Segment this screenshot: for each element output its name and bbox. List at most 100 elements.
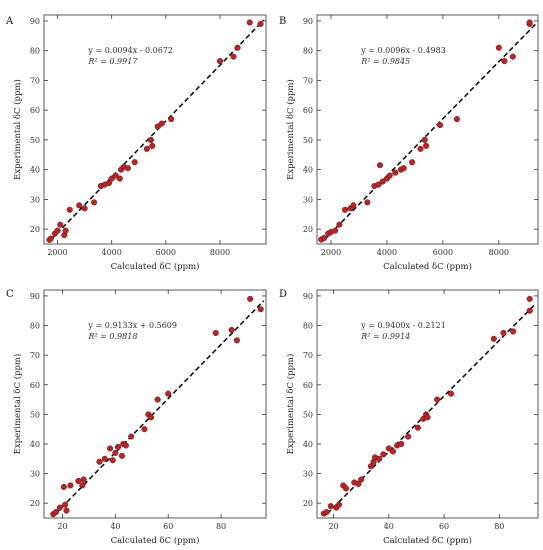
data-point (447, 390, 455, 397)
data-point (375, 181, 382, 188)
x-tick-label: 80 (494, 522, 504, 531)
y-tick-label: 30 (303, 195, 313, 204)
data-point (131, 159, 138, 166)
x-tick-label: 80 (216, 522, 226, 531)
data-point (405, 433, 412, 440)
data-point (168, 116, 175, 123)
x-tick-label: 2000 (47, 248, 67, 257)
data-point (154, 123, 161, 130)
data-point (380, 451, 387, 458)
data-point (355, 480, 362, 487)
y-tick-label: 20 (303, 499, 313, 508)
fit-equation: y = 0.9400x - 0.2121 (360, 321, 446, 330)
fit-equation: y = 0.0094x - 0.0672 (87, 46, 173, 55)
data-point (510, 328, 517, 335)
data-point (109, 457, 116, 464)
y-tick-label: 90 (303, 292, 313, 301)
data-point (122, 442, 129, 449)
x-tick-label: 20 (57, 522, 67, 531)
y-tick-label: 40 (303, 440, 313, 449)
data-point (501, 58, 508, 65)
y-tick-label: 30 (303, 470, 313, 479)
data-point (128, 433, 135, 440)
panel-letter: C (6, 289, 14, 300)
data-point (108, 175, 115, 182)
panel-letter: B (279, 16, 286, 27)
plot-frame (316, 289, 539, 519)
data-point (47, 235, 54, 242)
data-point (246, 19, 253, 26)
x-tick-label: 60 (439, 522, 449, 531)
x-tick-label: 60 (163, 522, 173, 531)
y-tick-label: 50 (303, 136, 313, 145)
data-point (228, 326, 235, 334)
x-tick-label: 2000 (321, 248, 341, 257)
fit-equation: y = 0.9133x + 0.5609 (87, 321, 177, 330)
data-point (66, 206, 73, 213)
data-point (118, 452, 126, 459)
data-point (91, 199, 98, 206)
x-tick-label: 40 (110, 522, 120, 531)
data-point (327, 503, 334, 510)
data-point (323, 509, 330, 516)
plot-frame (43, 14, 267, 245)
data-point (453, 116, 460, 123)
data-point (350, 202, 357, 209)
x-tick-label: 4000 (102, 248, 122, 257)
data-point (79, 482, 86, 489)
y-tick-label: 90 (30, 17, 40, 26)
plot-frame (43, 289, 267, 519)
data-point (105, 179, 113, 187)
panel-c: C 20 40 60 80 20 30 40 50 60 70 80 90 Calculated δC (… (6, 289, 267, 546)
data-point (434, 396, 441, 403)
data-point (75, 477, 82, 485)
x-axis-label: Calculated δC (ppm) (383, 535, 472, 546)
data-point (367, 463, 374, 470)
data-point (212, 329, 219, 336)
data-point (80, 476, 87, 483)
data-point (257, 306, 264, 313)
r-squared-label: R² = 0.9818 (87, 332, 137, 341)
data-point (62, 227, 69, 234)
data-point (421, 136, 428, 143)
r-squared-label: R² = 0.9845 (360, 57, 410, 66)
x-tick-label: 40 (384, 522, 394, 531)
data-point (149, 142, 156, 149)
data-point (417, 145, 424, 152)
plot-frame (316, 14, 539, 245)
data-point (526, 295, 533, 302)
data-point (385, 445, 392, 452)
y-tick-label: 80 (303, 322, 313, 331)
data-point (233, 337, 240, 344)
x-axis-label: Calculated δC (ppm) (383, 261, 472, 272)
data-point (379, 178, 386, 185)
panel-letter: D (279, 289, 287, 300)
x-tick-label: 8000 (210, 248, 230, 257)
y-tick-label: 90 (303, 17, 313, 26)
y-tick-label: 50 (30, 136, 40, 145)
data-point (158, 120, 165, 127)
data-point (392, 169, 399, 176)
data-point (409, 159, 416, 166)
data-point (364, 199, 371, 206)
data-point (54, 227, 61, 234)
data-point (76, 202, 83, 209)
r-squared-label: R² = 0.9917 (87, 57, 138, 66)
panel-a: A 2000 4000 6000 8000 20 30 40 50 60 70 80 90 Calcula… (5, 14, 267, 272)
data-point (341, 206, 349, 213)
y-tick-label: 80 (303, 47, 313, 56)
data-point (57, 221, 64, 228)
y-tick-label: 20 (303, 225, 313, 234)
r-squared-label: R² = 0.9914 (360, 332, 410, 341)
data-point (230, 53, 237, 60)
data-point (63, 507, 70, 514)
y-tick-label: 60 (30, 381, 40, 390)
x-tick-label: 4000 (377, 248, 397, 257)
data-point (147, 136, 154, 143)
data-point (398, 440, 405, 448)
y-tick-label: 50 (30, 410, 40, 419)
x-tick-label: 6000 (433, 248, 453, 257)
data-point (257, 20, 264, 27)
data-point (60, 483, 67, 490)
y-tick-label: 60 (30, 106, 40, 115)
